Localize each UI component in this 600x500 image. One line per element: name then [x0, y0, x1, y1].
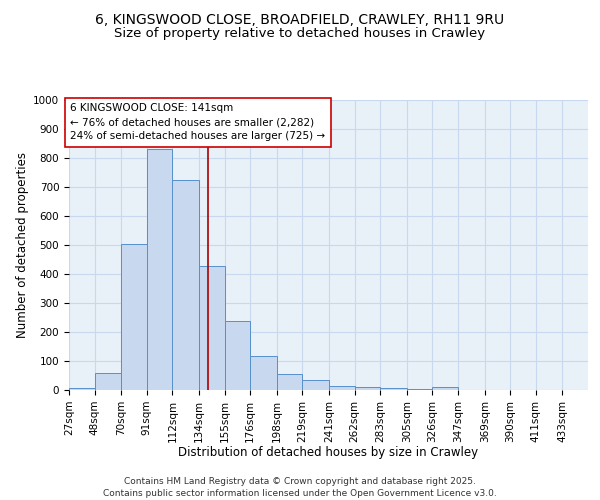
- Bar: [224, 321, 250, 390]
- Bar: [407, 388, 433, 390]
- Bar: [172, 180, 199, 390]
- Bar: [355, 386, 380, 390]
- Text: 6 KINGSWOOD CLOSE: 141sqm
← 76% of detached houses are smaller (2,282)
24% of se: 6 KINGSWOOD CLOSE: 141sqm ← 76% of detac…: [70, 104, 325, 142]
- Bar: [121, 244, 147, 390]
- Bar: [69, 388, 95, 390]
- Text: Size of property relative to detached houses in Crawley: Size of property relative to detached ho…: [115, 28, 485, 40]
- Bar: [329, 386, 355, 390]
- Bar: [302, 380, 329, 390]
- Bar: [380, 388, 407, 390]
- Bar: [95, 372, 121, 390]
- Bar: [199, 266, 224, 390]
- Bar: [277, 374, 302, 390]
- Text: 6, KINGSWOOD CLOSE, BROADFIELD, CRAWLEY, RH11 9RU: 6, KINGSWOOD CLOSE, BROADFIELD, CRAWLEY,…: [95, 12, 505, 26]
- X-axis label: Distribution of detached houses by size in Crawley: Distribution of detached houses by size …: [178, 446, 479, 459]
- Y-axis label: Number of detached properties: Number of detached properties: [16, 152, 29, 338]
- Bar: [147, 150, 172, 390]
- Text: Contains HM Land Registry data © Crown copyright and database right 2025.
Contai: Contains HM Land Registry data © Crown c…: [103, 476, 497, 498]
- Bar: [433, 387, 458, 390]
- Bar: [250, 356, 277, 390]
